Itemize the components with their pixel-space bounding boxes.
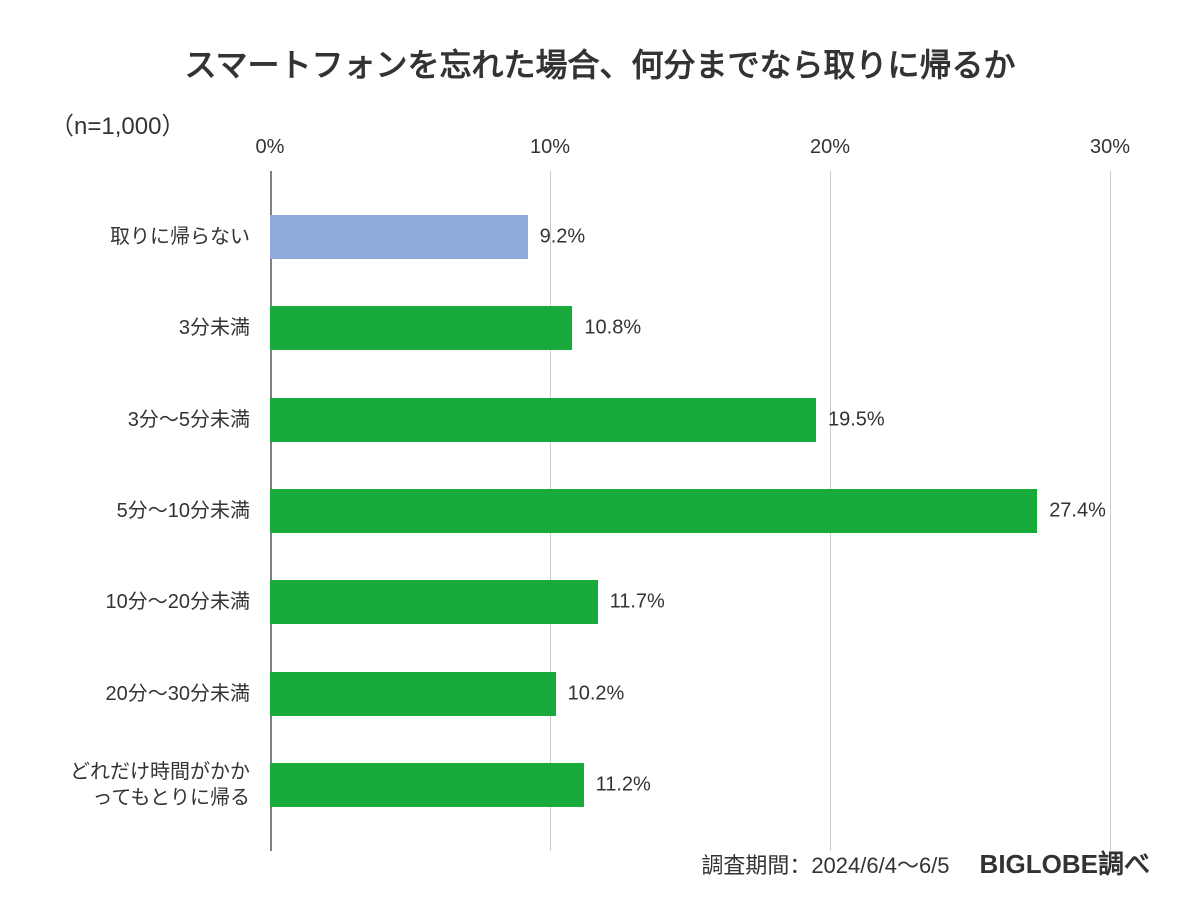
x-axis: 0% 10% 20% 30% <box>270 136 1110 166</box>
bar-3: 27.4% <box>270 489 1037 533</box>
x-tick-2: 20% <box>810 136 850 159</box>
chart-footer: 調査期間：2024/6/4～6/5 BIGLOBE調べ <box>701 844 1150 881</box>
bar-value-1: 10.8% <box>572 317 641 340</box>
plot-area: 取りに帰らない 9.2% 3分未満 10.8% 3分～5分未満 19.5% <box>270 171 1110 851</box>
bar-value-0: 9.2% <box>528 225 586 248</box>
bar-label-0: 取りに帰らない <box>60 224 270 250</box>
bar-label-3: 5分～10分未満 <box>60 498 270 524</box>
bar-value-6: 11.2% <box>584 774 651 797</box>
gridline-3 <box>1110 171 1111 851</box>
chart-title: スマートフォンを忘れた場合、何分までなら取りに帰るか <box>50 40 1150 86</box>
bar-label-6: どれだけ時間がかかってもとりに帰る <box>60 759 270 811</box>
bar-row: どれだけ時間がかかってもとりに帰る 11.2% <box>270 763 1110 807</box>
bar-value-5: 10.2% <box>556 682 625 705</box>
bar-label-5: 20分～30分未満 <box>60 681 270 707</box>
bar-value-4: 11.7% <box>598 591 665 614</box>
bar-label-2: 3分～5分未満 <box>60 407 270 433</box>
bar-1: 10.8% <box>270 306 572 350</box>
bar-2: 19.5% <box>270 398 816 442</box>
survey-period: 調査期間：2024/6/4～6/5 <box>701 848 949 880</box>
bar-row: 取りに帰らない 9.2% <box>270 215 1110 259</box>
bar-value-3: 27.4% <box>1037 499 1106 522</box>
bar-4: 11.7% <box>270 580 598 624</box>
source-label: BIGLOBE調べ <box>980 844 1150 881</box>
bar-row: 20分～30分未満 10.2% <box>270 672 1110 716</box>
bar-row: 10分～20分未満 11.7% <box>270 580 1110 624</box>
bars-container: 取りに帰らない 9.2% 3分未満 10.8% 3分～5分未満 19.5% <box>270 171 1110 851</box>
bar-label-1: 3分未満 <box>60 315 270 341</box>
bar-row: 3分未満 10.8% <box>270 306 1110 350</box>
chart-container: スマートフォンを忘れた場合、何分までなら取りに帰るか （n=1,000） 0% … <box>0 0 1200 911</box>
bar-row: 3分～5分未満 19.5% <box>270 398 1110 442</box>
bar-0: 9.2% <box>270 215 528 259</box>
chart-wrapper: 0% 10% 20% 30% 取りに帰らない 9.2% 3分未満 <box>50 136 1150 851</box>
bar-row: 5分～10分未満 27.4% <box>270 489 1110 533</box>
bar-6: 11.2% <box>270 763 584 807</box>
x-tick-0: 0% <box>256 136 285 159</box>
bar-5: 10.2% <box>270 672 556 716</box>
bar-label-4: 10分～20分未満 <box>60 589 270 615</box>
bar-value-2: 19.5% <box>816 408 885 431</box>
x-tick-1: 10% <box>530 136 570 159</box>
x-tick-3: 30% <box>1090 136 1130 159</box>
